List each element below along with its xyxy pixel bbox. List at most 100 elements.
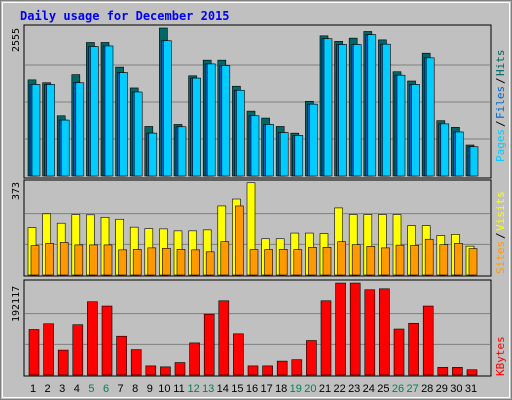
x-tick-label-18: 18	[275, 383, 287, 395]
kbytes-legend: KBytes	[494, 336, 507, 376]
bar-sites-day-2	[45, 243, 54, 276]
bar-sites-day-15	[235, 205, 244, 276]
bar-sites-day-10	[162, 248, 171, 276]
bar-kbytes-day-23	[349, 282, 361, 376]
bar-pages-day-9	[148, 132, 158, 177]
bar-sites-day-11	[176, 249, 186, 276]
bar-sites-day-24	[366, 246, 376, 276]
bar-pages-day-26	[396, 74, 406, 177]
x-tick-label-11: 11	[173, 383, 184, 395]
bar-pages-day-17	[265, 124, 274, 177]
panel-kbytes: 192117 KBytes	[11, 279, 507, 377]
panel-hits: 2555 Pages / Files / Hits	[11, 24, 507, 179]
bar-pages-day-8	[133, 91, 143, 177]
x-tick-label-25: 25	[377, 383, 389, 395]
x-tick-label-6: 6	[103, 383, 109, 395]
bar-sites-day-25	[381, 247, 390, 276]
x-tick-label-4: 4	[74, 383, 80, 395]
bar-kbytes-day-21	[320, 300, 332, 376]
panel-visits: 373 Sites / Visits	[11, 179, 507, 277]
bar-sites-day-22	[337, 241, 346, 276]
x-tick-label-13: 13	[202, 383, 214, 395]
bar-sites-day-16	[249, 249, 259, 276]
legend-pages: Pages	[494, 129, 507, 162]
bar-sites-day-12	[191, 249, 200, 276]
bar-sites-day-18	[278, 249, 288, 276]
bar-pages-day-22	[338, 44, 347, 177]
bar-pages-day-29	[440, 123, 450, 177]
kbytes-ymax-label: 192117	[11, 286, 22, 322]
bar-kbytes-day-3	[57, 349, 69, 376]
bar-pages-day-19	[294, 135, 304, 177]
x-tick-label-23: 23	[348, 383, 360, 395]
x-tick-label-28: 28	[421, 383, 433, 395]
bar-pages-day-16	[250, 115, 260, 177]
bar-pages-day-20	[309, 103, 318, 177]
bar-kbytes-day-29	[437, 367, 449, 376]
bar-kbytes-day-22	[335, 282, 346, 376]
bar-pages-day-2	[46, 84, 55, 177]
bar-kbytes-day-9	[145, 365, 157, 376]
bar-pages-day-15	[236, 89, 245, 177]
bar-kbytes-day-10	[160, 366, 171, 376]
bar-sites-day-7	[118, 249, 127, 276]
bar-kbytes-day-8	[130, 349, 142, 376]
x-tick-label-14: 14	[217, 383, 229, 395]
legend-slash-1: /	[494, 120, 507, 127]
x-axis-labels: 1 2 3 4 5 6 7 8 9 10 11 12 13 14 15 16 17 18 19 20 21 22 23 24 2…	[30, 383, 477, 395]
bar-kbytes-day-26	[393, 328, 405, 376]
x-tick-label-21: 21	[319, 383, 331, 395]
x-tick-label-24: 24	[363, 383, 375, 395]
x-tick-label-19: 19	[290, 383, 302, 395]
bar-kbytes-day-1	[28, 329, 40, 376]
bar-pages-day-27	[411, 84, 420, 177]
bar-kbytes-day-7	[116, 335, 127, 376]
x-tick-label-2: 2	[45, 383, 51, 395]
x-tick-label-12: 12	[187, 383, 199, 395]
bar-sites-day-21	[322, 247, 332, 276]
bar-pages-day-3	[60, 119, 70, 177]
legend-slash-2: /	[494, 77, 507, 84]
bar-sites-day-26	[395, 244, 405, 276]
bar-pages-day-10	[163, 40, 172, 177]
x-tick-label-1: 1	[30, 383, 36, 395]
bar-kbytes-day-19	[291, 359, 303, 376]
bar-sites-day-4	[74, 244, 84, 276]
legend-visits: Visits	[494, 191, 507, 231]
x-tick-label-10: 10	[158, 383, 170, 395]
bar-kbytes-day-18	[276, 360, 288, 376]
bar-sites-day-3	[59, 242, 69, 276]
bar-kbytes-day-13	[203, 313, 215, 376]
bar-sites-day-28	[424, 238, 434, 276]
bar-kbytes-day-11	[174, 362, 186, 376]
x-tick-label-31: 31	[465, 383, 477, 395]
bar-kbytes-day-30	[452, 367, 463, 376]
bar-pages-day-28	[425, 57, 435, 177]
bar-kbytes-day-31	[466, 369, 478, 376]
visits-bars	[27, 182, 478, 276]
x-tick-label-3: 3	[59, 383, 65, 395]
x-tick-label-27: 27	[406, 383, 418, 395]
bar-pages-day-12	[192, 77, 201, 177]
bar-kbytes-day-16	[247, 365, 259, 376]
bar-pages-day-23	[352, 44, 362, 177]
legend-sites: Sites	[494, 241, 507, 274]
bar-pages-day-5	[90, 46, 99, 177]
hits-bars	[27, 27, 479, 177]
bar-pages-day-14	[221, 65, 231, 177]
x-tick-label-5: 5	[88, 383, 94, 395]
bar-sites-day-14	[220, 241, 230, 276]
legend-hits: Hits	[494, 50, 507, 77]
bar-pages-day-30	[455, 131, 464, 177]
bar-kbytes-day-2	[43, 323, 54, 376]
bar-sites-day-13	[205, 251, 215, 276]
x-tick-label-26: 26	[392, 383, 404, 395]
bar-pages-day-11	[177, 126, 187, 177]
hits-ymax-label: 2555	[11, 28, 22, 52]
bar-sites-day-17	[264, 249, 273, 276]
bar-pages-day-1	[31, 84, 41, 177]
bar-kbytes-day-6	[101, 305, 113, 376]
bar-kbytes-day-15	[233, 333, 244, 376]
visits-ymax-label: 373	[11, 182, 22, 200]
x-tick-label-20: 20	[304, 383, 316, 395]
